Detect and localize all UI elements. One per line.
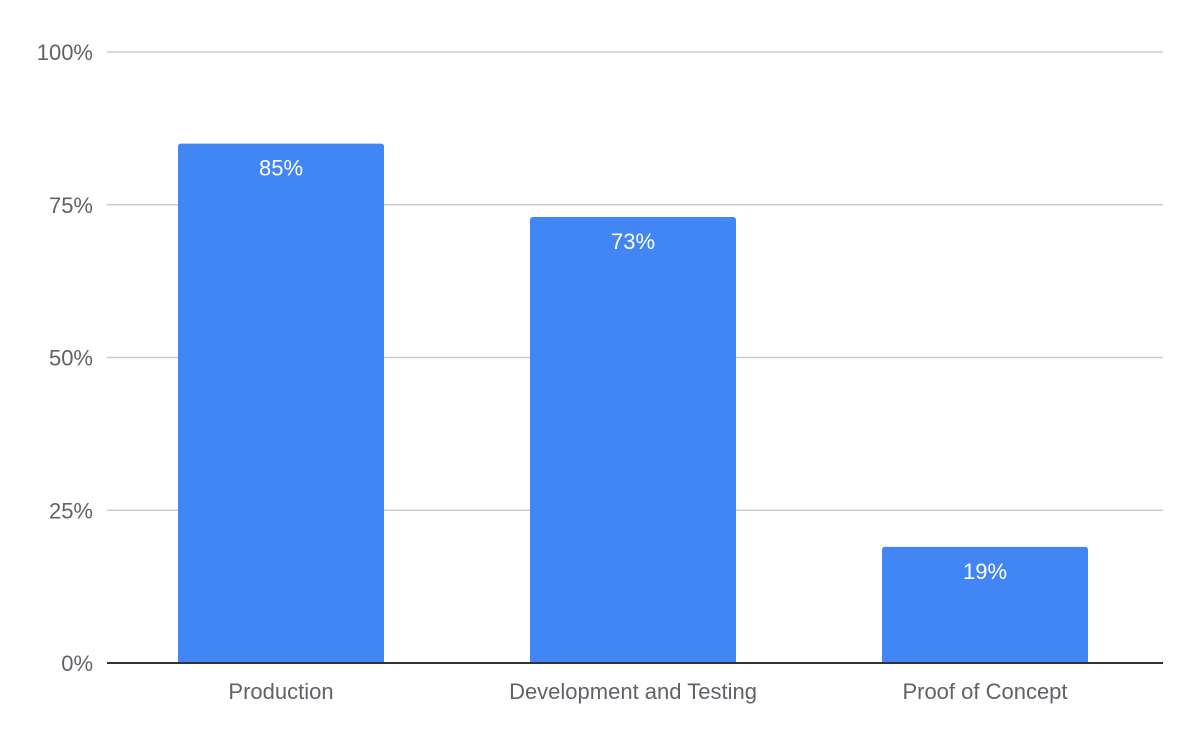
y-tick-label: 100%: [37, 40, 93, 65]
data-label: 85%: [259, 156, 303, 181]
data-label: 19%: [963, 559, 1007, 584]
y-tick-label: 75%: [49, 193, 93, 218]
category-label: Proof of Concept: [902, 679, 1067, 704]
category-label: Development and Testing: [509, 679, 757, 704]
bar: [178, 143, 384, 663]
y-tick-label: 0%: [61, 651, 93, 676]
data-labels: 85% 73% 19%: [259, 156, 1007, 584]
category-labels: Production Development and Testing Proof o…: [228, 679, 1067, 704]
data-label: 73%: [611, 229, 655, 254]
category-label: Production: [228, 679, 333, 704]
y-tick-label: 25%: [49, 498, 93, 523]
bar: [530, 216, 736, 663]
y-tick-label: 50%: [49, 346, 93, 371]
bar: [882, 546, 1088, 663]
y-axis-tick-labels: 0% 25% 50% 75% 100%: [37, 40, 93, 676]
bars: [178, 143, 1088, 663]
